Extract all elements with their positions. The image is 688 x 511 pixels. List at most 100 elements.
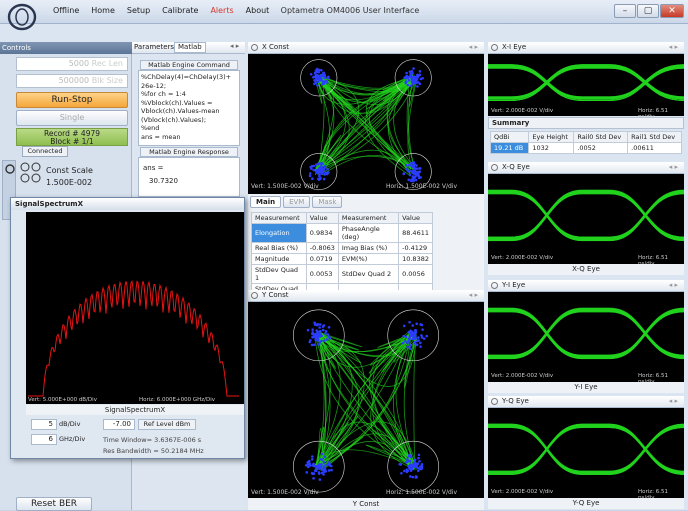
menu-setup[interactable]: Setup [126,6,151,15]
maximize-button[interactable]: ▢ [637,4,659,18]
reset-ber-button[interactable]: Reset BER [16,497,92,511]
y-i-eye-header: Y-I Eye ◂ ▸ [488,280,684,292]
symbol-cluster [293,440,345,493]
measurement-cell: -0.8063 [305,242,339,254]
eye-traces [488,189,684,242]
gear-icon[interactable] [491,398,498,405]
tab-evm[interactable]: EVM [283,196,311,208]
x-i-eye-vert-scale: Vert: 2.000E-002 V/div [491,108,554,114]
symbol-cluster [300,59,338,97]
menu-about[interactable]: About [245,6,270,15]
symbol-cluster [394,59,432,97]
matlab-response-title: Matlab Engine Response [140,147,238,157]
symbol-cluster [387,440,439,493]
x-i-eye-header: X-I Eye ◂ ▸ [488,42,684,54]
gear-icon[interactable] [491,164,498,171]
measurement-cell: 0.0056 [398,264,433,284]
panel-nav-arrows[interactable]: ◂ ▸ [668,43,678,51]
gear-icon[interactable] [251,44,258,51]
connection-status: Connected [22,146,68,157]
constellation-traces [314,331,418,471]
measurement-cell: PhaseAngle (deg) [337,223,400,243]
panel-nav-arrows[interactable]: ◂ ▸ [668,163,678,171]
measurement-cell: StdDev Quad 1 [251,264,307,284]
panel-nav-arrows[interactable]: ◂ ▸ [468,43,478,51]
tab-parameters[interactable]: Parameters [134,43,175,51]
summary-table: QdBi Eye Height Rail0 Std Dev Rail1 Std Dev… [489,131,682,154]
rec-len-field[interactable]: 5000 Rec Len [16,57,128,71]
ref-level-input[interactable]: -7.00 [103,419,135,430]
matlab-command-input[interactable]: %ChDelay(4)=ChDelay(3)+ 26e-12; %for ch = … [138,70,240,146]
app-logo-icon[interactable] [4,2,44,32]
command-line: (Vblock(ch).Values); [141,115,207,124]
y-q-eye-header: Y-Q Eye ◂ ▸ [488,396,684,408]
y-q-eye-vert-scale: Vert: 2.000E-002 V/div [491,489,554,495]
minimize-button[interactable]: – [614,4,636,18]
eye-traces [488,423,684,475]
summary-header: Eye Height [528,131,575,143]
tab-nav-arrows[interactable]: ◂ ▸ [230,42,240,50]
tab-mask[interactable]: Mask [312,196,343,208]
y-const-vert-scale: Vert: 1.500E-002 V/div [251,489,319,496]
ref-level-label: Ref Level dBm [138,419,196,430]
y-q-eye-plot [488,408,684,498]
x-const-vert-scale: Vert: 1.500E-002 V/div [251,183,319,190]
panel-nav-arrows[interactable]: ◂ ▸ [668,397,678,405]
command-line: %for ch = 1:4 [141,90,186,98]
menu-bar: Offline Home Setup Calibrate Alerts Abou… [50,6,272,20]
y-q-eye-footer: Y-Q Eye [488,498,684,509]
summary-cell: 1032 [528,142,575,154]
db-div-label: dB/Div [59,420,81,428]
measurement-cell: -0.4129 [398,242,433,254]
x-const-header: X Const ◂ ▸ [248,42,484,54]
measurement-cell: 0.9834 [305,223,339,243]
record-number: Record # 4979 [43,129,101,138]
measurement-cell: 88.4611 [398,223,433,243]
x-i-eye-panel: X-I Eye ◂ ▸ Vert: 2.000E-002 V/div Horiz:… [488,42,684,160]
res-bandwidth-readout: Res Bandwidth = 50.2184 MHz [103,447,204,455]
menu-calibrate[interactable]: Calibrate [162,6,199,15]
measurement-cell: Imag Bias (%) [337,242,400,254]
matlab-response-output: ans = 30.7320 [138,157,240,197]
panel-nav-arrows[interactable]: ◂ ▸ [468,291,478,299]
spectrum-window-title[interactable]: SignalSpectrumX [11,198,244,210]
summary-header: Rail0 Std Dev [573,131,629,143]
gear-icon[interactable] [491,44,498,51]
measurement-header: Measurement [251,212,307,224]
controls-header: Controls [0,42,132,54]
x-q-eye-header: X-Q Eye ◂ ▸ [488,162,684,174]
gear-icon[interactable] [251,292,258,299]
camera-icon[interactable] [4,162,16,176]
spectrum-window[interactable]: SignalSpectrumX Vert: 5.000E+000 dB/Div … [10,197,245,459]
menu-offline[interactable]: Offline [53,6,80,15]
gear-icon[interactable] [491,282,498,289]
tab-main[interactable]: Main [250,196,282,208]
measurement-header: Measurement [337,212,400,224]
matlab-command-title: Matlab Engine Command [140,60,238,70]
measurement-cell: Magnitude [251,253,307,265]
db-div-input[interactable]: 5 [31,419,57,430]
blk-size-field[interactable]: 500000 Blk Size [16,74,128,88]
single-button[interactable]: Single [16,110,128,126]
panel-nav-arrows[interactable]: ◂ ▸ [668,281,678,289]
y-const-header: Y Const ◂ ▸ [248,290,484,302]
ghz-div-input[interactable]: 6 [31,434,57,445]
measurement-cell: StdDev Quad 2 [337,264,400,284]
block-number: Block # 1/1 [50,137,94,146]
menu-alerts[interactable]: Alerts [210,6,234,15]
close-button[interactable]: ✕ [660,4,684,18]
table-row: Real Bias (%) -0.8063 Imag Bias (%) -0.4129 [251,242,433,254]
menu-home[interactable]: Home [91,6,115,15]
measurement-tabs: Main EVM Mask [250,196,343,208]
tab-matlab[interactable]: Matlab [174,42,206,53]
eye-traces [488,64,684,101]
symbol-cluster [300,153,338,191]
symbol-cluster [293,309,345,362]
measurement-table: Measurement Value Measurement Value Elongati… [251,212,433,303]
run-stop-button[interactable]: Run-Stop [16,92,128,108]
title-bar [0,0,688,24]
table-row: Magnitude 0.0719 EVM(%) 10.8382 [251,253,433,265]
spectrum-plot [26,212,244,404]
y-const-horiz-scale: Horiz: 1.500E-002 V/div [386,489,458,496]
